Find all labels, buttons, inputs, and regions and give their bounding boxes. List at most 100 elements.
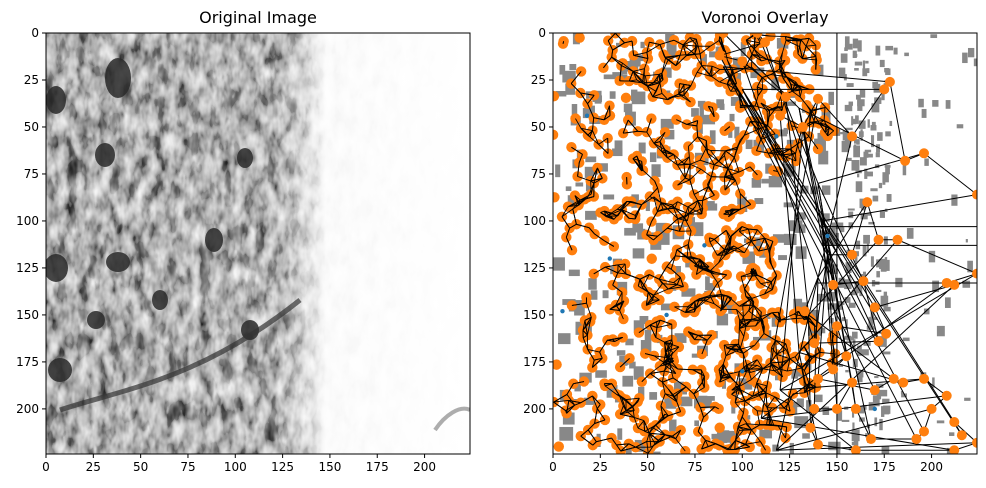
voronoi-edge [582,320,586,331]
voronoi-edge [686,257,701,260]
voronoi-edge [730,90,739,92]
mask-patch [706,396,715,401]
voronoi-edge [629,79,637,82]
voronoi-edge [647,84,652,87]
mask-patch [880,295,889,307]
voronoi-edge [632,401,639,408]
dense-cell-point [574,33,585,43]
mask-patch [802,433,810,439]
voronoi-edge [801,357,811,369]
mask-patch [871,121,876,129]
voronoi-edge [665,344,670,353]
voronoi-edge [722,66,917,440]
voronoi-edge [700,406,715,408]
voronoi-edge [587,95,595,105]
mask-patch [734,126,740,139]
mask-patch [862,68,868,77]
mask-patch [839,227,845,233]
mask-patch [559,426,574,441]
voronoi-edge [696,120,699,126]
mask-patch [884,336,887,348]
dense-cell-point [714,422,725,433]
mask-patch [680,396,693,407]
mask-patch [852,422,855,433]
voronoi-edge [682,44,687,56]
voronoi-edge [760,102,773,110]
voronoi-edge [739,344,755,350]
voronoi-edge [780,60,786,65]
mask-patch [852,358,858,368]
voronoi-vertex [831,321,842,332]
voronoi-edge [811,107,826,112]
mask-patch [609,91,616,99]
voronoi-edge [748,304,754,312]
voronoi-edge [649,365,661,374]
mask-patch [889,120,893,126]
voronoi-edge [683,163,691,165]
mask-patch [574,307,585,316]
voronoi-edge [694,53,703,66]
voronoi-edge [758,275,772,283]
voronoi-edge [719,81,728,85]
voronoi-edge [612,284,623,293]
voronoi-edge [649,432,659,441]
voronoi-edge [815,56,818,61]
voronoi-edge [707,152,719,162]
voronoi-edge [802,55,816,60]
voronoi-edge [685,311,695,313]
voronoi-vertex [881,328,892,339]
mask-patch [860,129,863,141]
voronoi-edge [594,233,605,242]
mask-patch [848,447,853,451]
voronoi-edge [664,341,680,348]
voronoi-edge [660,202,676,209]
mask-patch [846,157,852,161]
voronoi-edge [676,119,687,125]
mask-patch [674,333,687,343]
voronoi-edge [628,443,636,448]
voronoi-edge [662,207,675,210]
voronoi-edge [756,359,764,369]
voronoi-edge [736,309,741,320]
voronoi-edge [645,294,655,306]
voronoi-edge [738,328,740,345]
voronoi-edge [725,247,739,256]
mask-patch [640,340,652,354]
voronoi-edge [565,237,573,251]
y-tick-label: 125 [16,261,39,275]
voronoi-edge [735,371,740,387]
voronoi-edge [736,139,741,150]
voronoi-edge [694,200,699,207]
voronoi-edge [817,183,864,282]
voronoi-edge [721,295,729,310]
voronoi-edge [672,394,678,402]
mask-patch [691,108,699,117]
voronoi-vertex [760,37,770,48]
mask-patch [574,382,581,392]
mask-patch [633,320,645,333]
voronoi-edge [727,168,740,173]
voronoi-edge [603,56,613,69]
voronoi-edge [768,407,773,412]
voronoi-edge [645,291,649,306]
voronoi-edge [696,269,704,275]
mask-patch [944,297,951,308]
generator-points [560,113,877,412]
mask-patch [568,269,580,277]
voronoi-edge [612,339,616,342]
voronoi-edge [724,176,733,191]
voronoi-edge [667,154,674,159]
mask-patch [841,419,850,422]
voronoi-edge [701,446,709,450]
voronoi-edge [571,302,587,306]
mask-patch [584,105,595,118]
mask-patch [629,54,641,67]
voronoi-edge [618,263,626,266]
voronoi-vertex [879,84,890,95]
voronoi-edge [757,86,763,90]
voronoi-edge [777,425,786,439]
voronoi-edge [652,96,669,101]
voronoi-edge [689,37,698,47]
voronoi-edge [739,389,746,402]
x-tick-label: 175 [366,460,389,474]
